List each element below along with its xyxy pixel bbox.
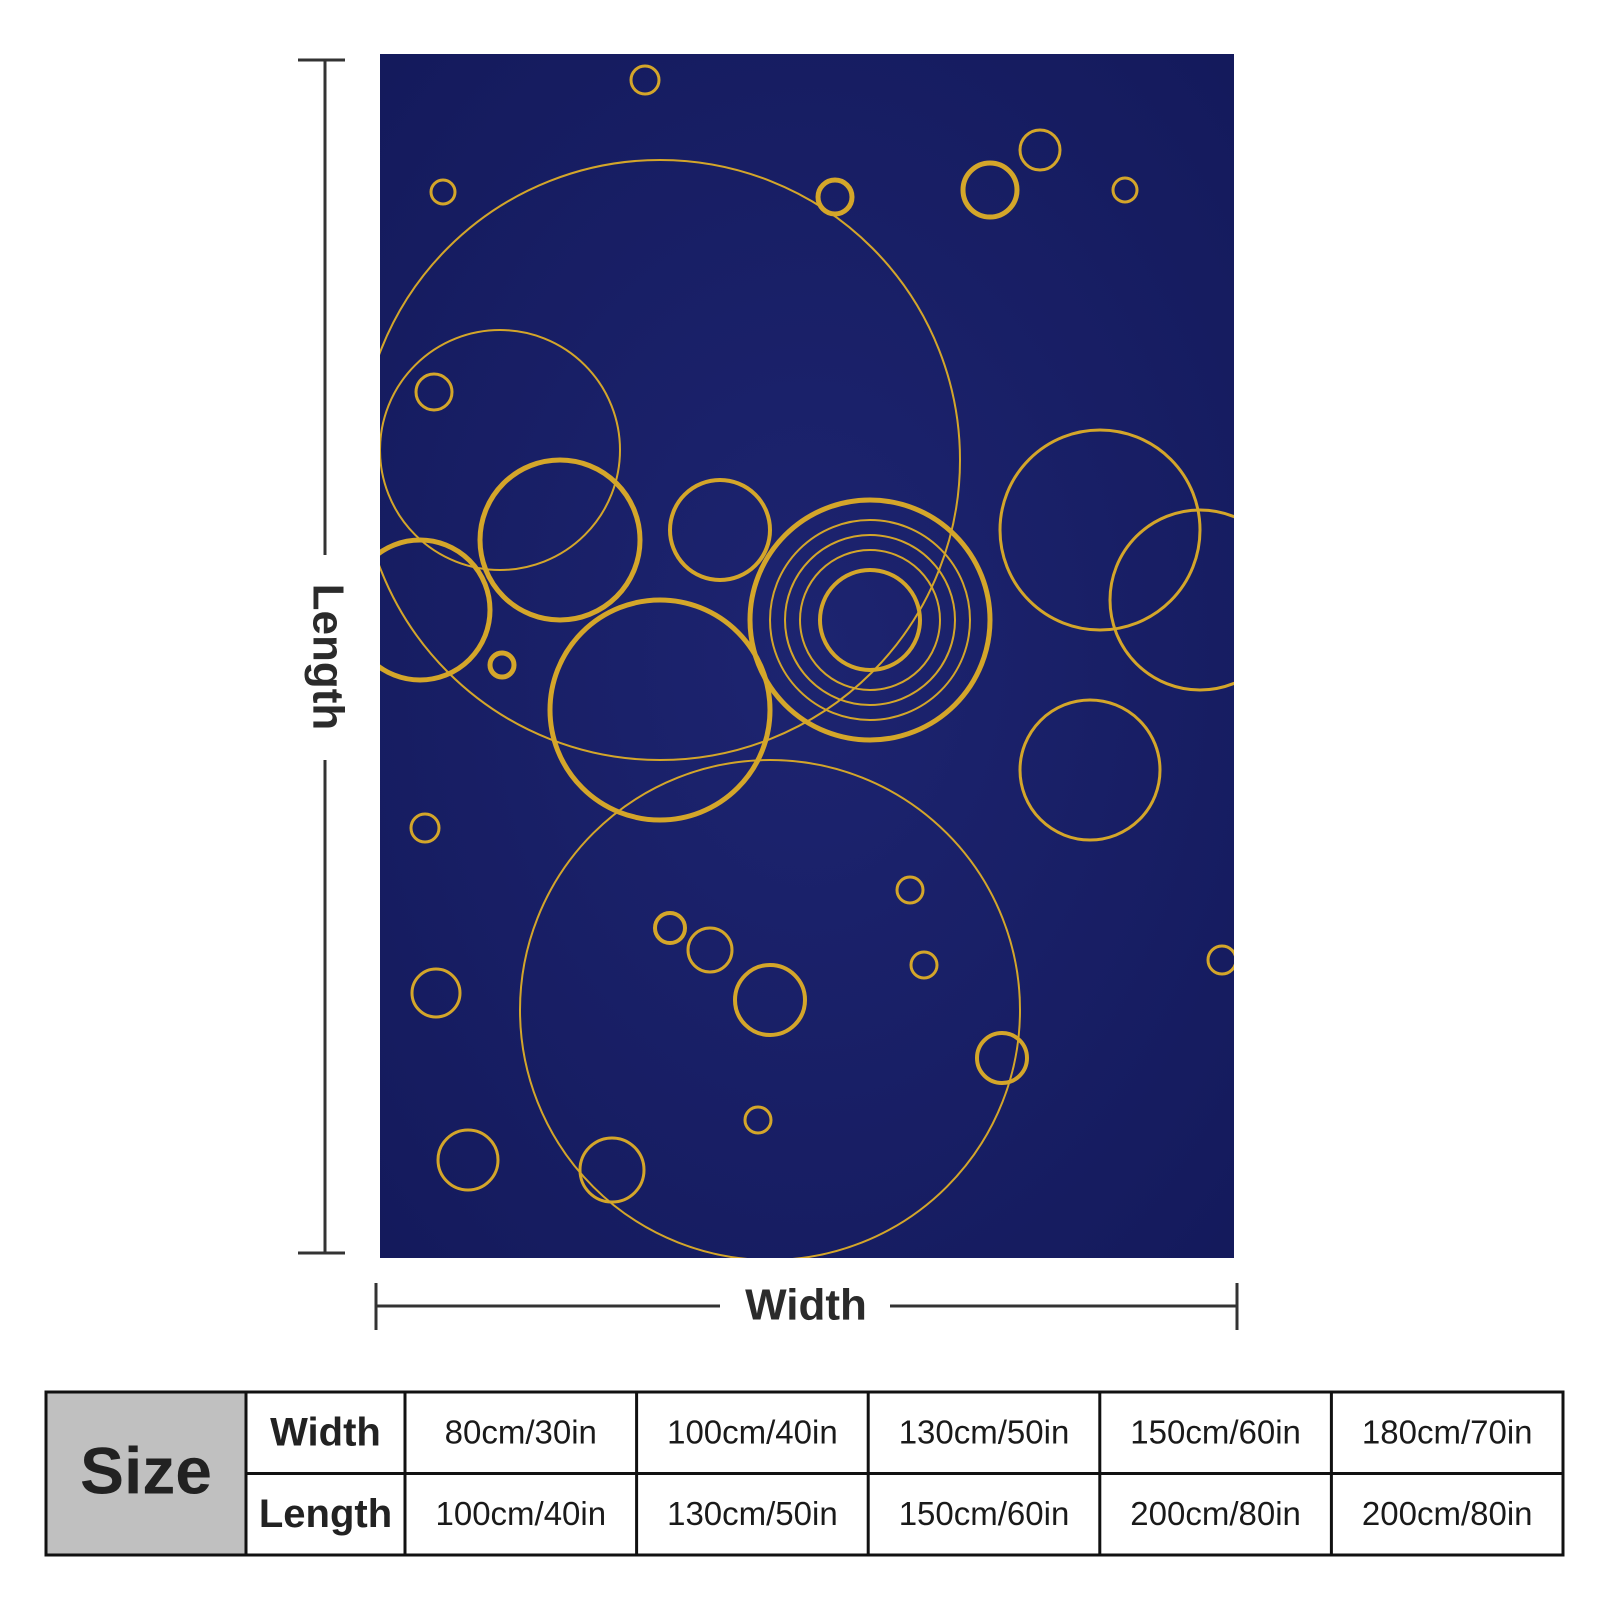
- size-cell: 180cm/70in: [1362, 1413, 1533, 1450]
- size-cell: 100cm/40in: [435, 1495, 606, 1532]
- size-cell: 130cm/50in: [667, 1495, 838, 1532]
- size-cell: 200cm/80in: [1362, 1495, 1533, 1532]
- row-header: Width: [270, 1410, 381, 1454]
- size-corner: Size: [80, 1433, 212, 1507]
- size-cell: 100cm/40in: [667, 1413, 838, 1450]
- size-cell: 150cm/60in: [899, 1495, 1070, 1532]
- blanket-image: [380, 54, 1234, 1258]
- length-dimension: [298, 58, 345, 1255]
- size-cell: 130cm/50in: [899, 1413, 1070, 1450]
- size-table: Size Width 80cm/30in 100cm/40in 130cm/50in 1…: [44, 1390, 1565, 1557]
- size-cell: 150cm/60in: [1130, 1413, 1301, 1450]
- length-label: Length: [303, 584, 352, 731]
- row-header: Length: [259, 1492, 392, 1536]
- width-dimension: [374, 1283, 1239, 1330]
- size-cell: 200cm/80in: [1130, 1495, 1301, 1532]
- size-cell: 80cm/30in: [445, 1413, 597, 1450]
- width-label: Width: [745, 1281, 867, 1330]
